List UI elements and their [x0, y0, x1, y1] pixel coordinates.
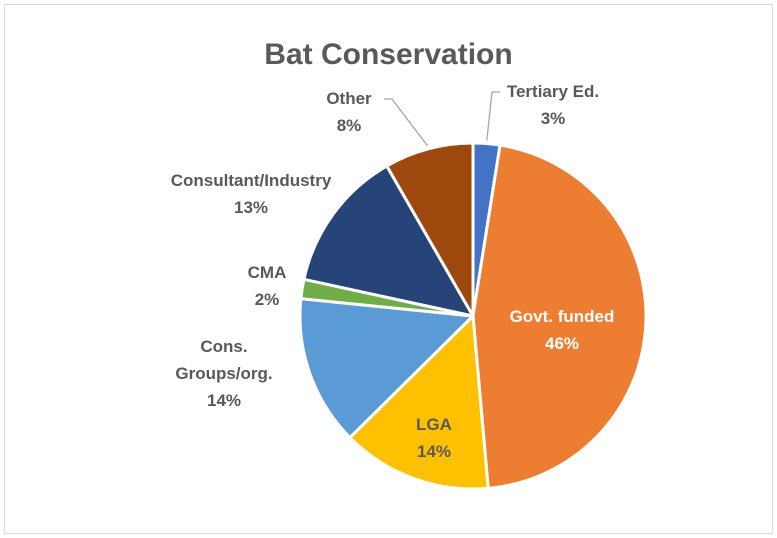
data-label-cma: CMA 2%: [248, 263, 287, 309]
leader-line-tertiary-ed: [486, 91, 500, 141]
data-label-govt-funded: Govt. funded 46%: [510, 307, 615, 353]
chart-title: Bat Conservation: [264, 38, 513, 71]
data-label-consultant-industry: Consultant/Industry 13%: [171, 171, 332, 217]
data-label-other: Other 8%: [326, 89, 372, 135]
data-label-cons-groups-org: Cons. Groups/org. 14%: [175, 337, 272, 410]
pie-slice-govt-funded: [471, 143, 648, 490]
data-label-lga: LGA 14%: [416, 415, 452, 461]
leader-line-other: [384, 98, 429, 147]
data-label-tertiary-ed: Tertiary Ed. 3%: [507, 82, 599, 128]
pie-slice-lga: [348, 314, 490, 491]
pie-slice-cons-groups-org: [298, 297, 475, 440]
pie-slice-consultant-industry: [302, 164, 475, 318]
pie-slice-other: [385, 141, 475, 318]
